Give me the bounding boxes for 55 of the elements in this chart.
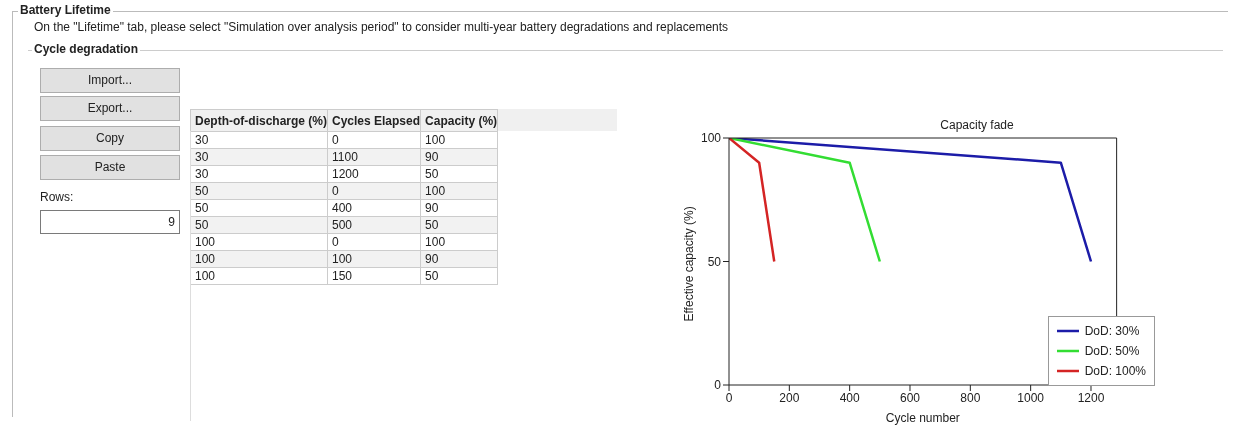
text: 50 [420,267,498,285]
text: 50 [420,165,498,183]
text: 90 [420,199,498,217]
text: 100 [190,267,328,285]
text: Capacity (%) [420,109,498,132]
text: 9 [40,210,180,234]
legend-label: DoD: 100% [1084,363,1146,380]
text: 100 [190,233,328,251]
legend-label: DoD: 30% [1084,323,1140,340]
text: 30 [190,148,328,166]
text: 100 [190,250,328,268]
text: 1100 [327,148,421,166]
text: 50 [190,199,328,217]
text: Copy [40,126,180,151]
x-axis-title: Cycle number [885,411,960,425]
text: 50 [190,216,328,234]
text: 0 [327,182,421,200]
x-tick-label: 400 [839,390,860,405]
x-tick-label: 600 [899,390,921,405]
text: Cycle degradation [32,42,141,56]
text: Depth-of-discharge (%) [190,109,328,132]
text: 150 [327,267,421,285]
text: 1200 [327,165,421,183]
text: Export... [40,96,180,121]
text: Import... [40,68,180,93]
text: Paste [40,155,180,180]
x-tick-label: 200 [779,390,800,405]
x-tick-label: 1200 [1077,390,1105,405]
text: On the "Lifetime" tab, please select "Simulation over analysis period" to consider multi-year battery degradations and replacements [34,20,729,34]
text: Battery Lifetime [18,3,113,17]
legend-label: DoD: 50% [1084,343,1140,360]
text: 400 [327,199,421,217]
text: Cycles Elapsed [327,109,421,132]
text: 100 [420,131,498,149]
text: 50 [190,182,328,200]
text: 90 [420,148,498,166]
text: Rows: [40,190,74,204]
y-tick-label: 50 [707,254,722,269]
x-tick-label: 0 [725,390,733,405]
x-tick-label: 800 [960,390,981,405]
text: 100 [420,182,498,200]
y-axis-title: Effective capacity (%) [682,206,697,322]
text: 50 [420,216,498,234]
y-tick-label: 0 [714,378,722,393]
text: 0 [327,131,421,149]
text: 90 [420,250,498,268]
text: 30 [190,165,328,183]
text: 500 [327,216,421,234]
x-tick-label: 1000 [1017,390,1045,405]
text: 0 [327,233,421,251]
text: 100 [327,250,421,268]
text: 30 [190,131,328,149]
text: 100 [420,233,498,251]
y-tick-label: 100 [700,131,722,146]
chart-title: Capacity fade [940,118,1014,132]
